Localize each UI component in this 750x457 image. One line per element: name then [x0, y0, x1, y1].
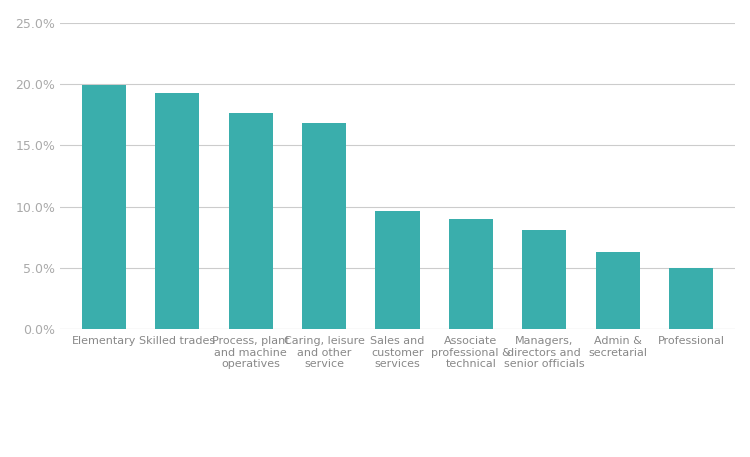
Bar [448, 219, 493, 329]
Bar [596, 252, 640, 329]
Bar [82, 85, 126, 329]
Bar [669, 268, 713, 329]
Bar [155, 93, 200, 329]
Bar [229, 113, 273, 329]
Bar [522, 230, 566, 329]
Bar [302, 123, 346, 329]
Bar [376, 212, 419, 329]
